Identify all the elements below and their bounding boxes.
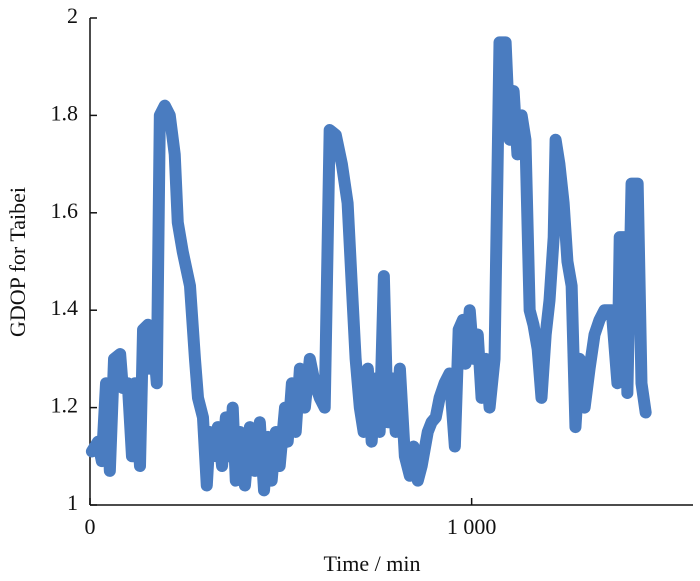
y-axis-title: GDOP for Taibei [5, 187, 30, 337]
x-tick-label: 1 000 [447, 514, 497, 539]
y-tick-label: 1.6 [51, 198, 79, 223]
x-axis-title: Time / min [324, 551, 421, 576]
data-line [85, 36, 652, 497]
x-tick-label: 0 [85, 514, 96, 539]
y-tick-label: 1.2 [51, 393, 79, 418]
y-tick-label: 1.4 [51, 295, 79, 320]
y-tick-label: 2 [67, 3, 78, 28]
y-tick-label: 1 [67, 490, 78, 515]
y-tick-label: 1.8 [51, 100, 79, 125]
